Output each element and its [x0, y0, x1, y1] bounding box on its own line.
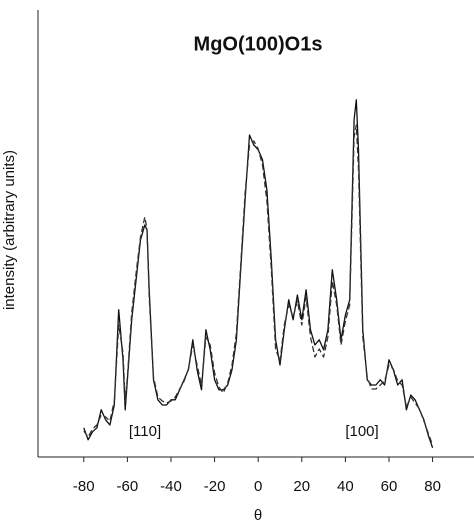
x-tick-label: 20: [293, 478, 310, 495]
x-tick-label: 60: [381, 478, 398, 495]
chart-title: MgO(100)O1s: [194, 33, 323, 55]
x-tick-label: -60: [117, 478, 139, 495]
y-axis-label: intensity (arbitrary units): [1, 150, 18, 310]
x-tick-label: 40: [337, 478, 354, 495]
x-tick-label: 0: [254, 478, 262, 495]
x-tick-label: 80: [424, 478, 441, 495]
annotation: [100]: [345, 423, 378, 440]
x-tick-label: -20: [204, 478, 226, 495]
x-axis-label: θ: [254, 507, 262, 524]
annotation: [110]: [129, 423, 161, 440]
x-tick-label: -40: [160, 478, 182, 495]
line-series: [83, 124, 434, 446]
x-tick-label: -80: [73, 478, 95, 495]
